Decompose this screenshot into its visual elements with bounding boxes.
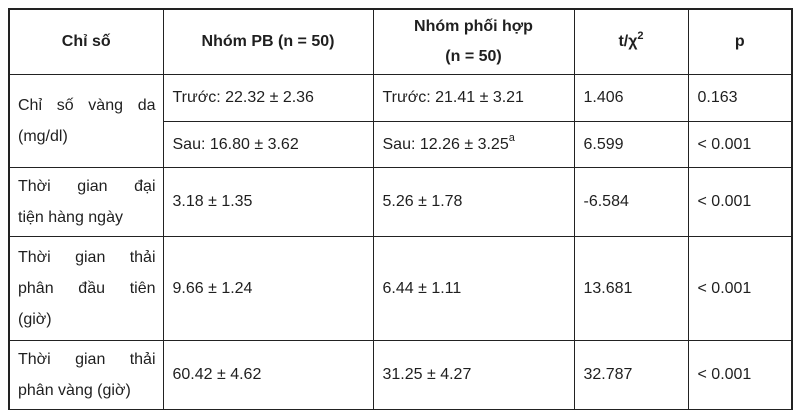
cell-yellow-stool-label: Thời gian thải phân vàng (giờ) — [8, 340, 164, 410]
header-indicator: Chỉ số — [8, 8, 164, 75]
row-jaundice-after: Sau: 16.80 ± 3.62 Sau: 12.26 ± 3.25a 6.5… — [9, 121, 793, 168]
cell-first-stool-combo: 6.44 ± 1.11 — [372, 236, 575, 341]
row-daily-defecation: Thời gian đại tiện hàng ngày 3.18 ± 1.35… — [8, 167, 793, 237]
first-stool-label-line3: (giờ) — [18, 311, 52, 328]
cell-jaundice-after-combo: Sau: 12.26 ± 3.25a — [372, 121, 575, 168]
header-group-combo-line1: Nhóm phối hợp — [414, 18, 533, 35]
daily-label-line2: tiện hàng ngày — [18, 209, 123, 226]
row-jaundice-before: Chỉ số vàng da (mg/dl) Trước: 22.32 ± 2.… — [8, 74, 793, 168]
jaundice-label-line2: (mg/dl) — [18, 128, 68, 145]
results-table: Chỉ số Nhóm PB (n = 50) Nhóm phối hợp (n… — [8, 8, 793, 410]
cell-daily-pb: 3.18 ± 1.35 — [162, 167, 374, 237]
cell-daily-combo: 5.26 ± 1.78 — [372, 167, 575, 237]
cell-jaundice-label: Chỉ số vàng da (mg/dl) — [8, 74, 164, 168]
cell-jaundice-after-t: 6.599 — [573, 121, 689, 168]
header-row: Chỉ số Nhóm PB (n = 50) Nhóm phối hợp (n… — [8, 8, 793, 75]
cell-yellow-stool-p: < 0.001 — [687, 340, 793, 410]
cell-yellow-stool-combo: 31.25 ± 4.27 — [372, 340, 575, 410]
cell-jaundice-after-p: < 0.001 — [687, 121, 793, 168]
yellow-stool-label-line2: phân vàng (giờ) — [18, 382, 131, 399]
header-statistic: t/χ2 — [573, 8, 689, 75]
cell-first-stool-t: 13.681 — [573, 236, 689, 341]
cell-daily-p: < 0.001 — [687, 167, 793, 237]
cell-first-stool-pb: 9.66 ± 1.24 — [162, 236, 374, 341]
cell-first-stool-p: < 0.001 — [687, 236, 793, 341]
cell-yellow-stool-pb: 60.42 ± 4.62 — [162, 340, 374, 410]
header-statistic-sup: 2 — [637, 29, 644, 42]
header-group-combo: Nhóm phối hợp (n = 50) — [372, 8, 575, 75]
cell-jaundice-before-p: 0.163 — [687, 74, 793, 122]
jaundice-label-line1: Chỉ số vàng da — [18, 97, 156, 114]
cell-yellow-stool-t: 32.787 — [573, 340, 689, 410]
row-first-stool: Thời gian thải phân đầu tiên (giờ) 9.66 … — [8, 236, 793, 341]
yellow-stool-label-line1: Thời gian thải — [18, 351, 156, 368]
cell-jaundice-after-pb: Sau: 16.80 ± 3.62 — [162, 121, 374, 168]
header-group-combo-line2: (n = 50) — [445, 48, 502, 65]
header-group-pb: Nhóm PB (n = 50) — [162, 8, 374, 75]
jaundice-after-combo-footnote: a — [508, 132, 515, 145]
cell-jaundice-before-pb: Trước: 22.32 ± 2.36 — [162, 74, 374, 122]
cell-first-stool-label: Thời gian thải phân đầu tiên (giờ) — [8, 236, 164, 341]
header-p: p — [687, 8, 793, 75]
cell-jaundice-before-t: 1.406 — [573, 74, 689, 122]
cell-daily-t: -6.584 — [573, 167, 689, 237]
first-stool-label-line2: phân đầu tiên — [18, 280, 156, 297]
daily-label-line1: Thời gian đại — [18, 178, 156, 195]
first-stool-label-line1: Thời gian thải — [18, 249, 156, 266]
row-yellow-stool: Thời gian thải phân vàng (giờ) 60.42 ± 4… — [8, 340, 793, 410]
cell-daily-label: Thời gian đại tiện hàng ngày — [8, 167, 164, 237]
jaundice-after-combo-value: Sau: 12.26 ± 3.25 — [382, 135, 509, 153]
header-statistic-base: t/χ — [618, 33, 638, 50]
cell-jaundice-before-combo: Trước: 21.41 ± 3.21 — [372, 74, 575, 122]
